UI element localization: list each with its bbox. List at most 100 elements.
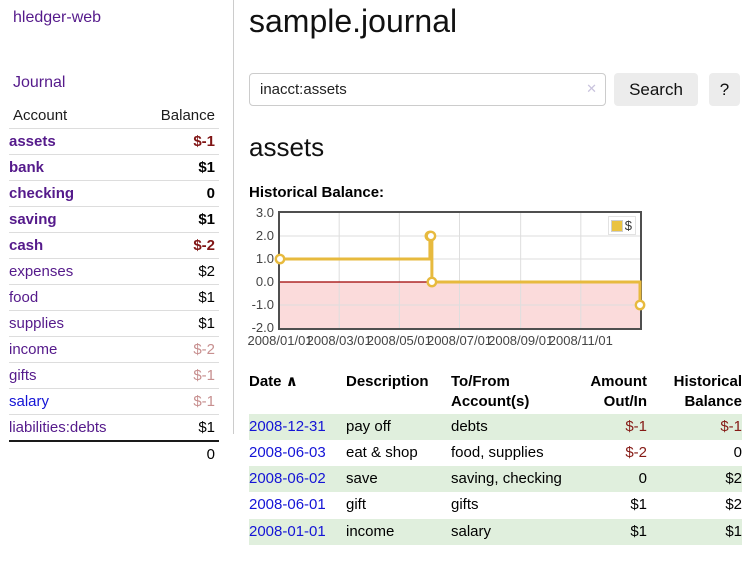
search-box: ✕ <box>249 73 606 106</box>
transaction-description: save <box>346 466 451 493</box>
account-row: liabilities:debts $1 <box>9 414 219 441</box>
transaction-accounts: debts <box>451 413 573 440</box>
account-row: saving $1 <box>9 206 219 233</box>
date-link[interactable]: 2008-12-31 <box>249 417 326 435</box>
accounts-column-header: To/From Account(s) <box>451 373 530 410</box>
register-header-row: Date ∧ Description To/From Account(s) Amo… <box>249 370 742 414</box>
x-axis-tick-label: 2008/09/01 <box>488 333 554 348</box>
account-balance: $1 <box>140 284 219 311</box>
account-link[interactable]: expenses <box>9 263 74 280</box>
transaction-balance: $1 <box>647 518 742 545</box>
sort-ascending-icon[interactable]: ∧ <box>285 373 298 390</box>
account-balance: $-2 <box>140 232 219 259</box>
account-column-header: Account <box>13 107 68 124</box>
transaction-amount: 0 <box>573 466 647 493</box>
chart-canvas <box>274 213 646 328</box>
historical-balance-chart: 3.0 2.0 1.0 0.0 -1.0 -2.0 $ 2008/01/01 2008/03… <box>247 206 742 349</box>
account-row: gifts $-1 <box>9 362 219 389</box>
sidebar-item-journal[interactable]: Journal <box>13 74 66 91</box>
legend-swatch-icon <box>610 219 623 232</box>
account-balance: $1 <box>140 414 219 441</box>
transaction-balance: $2 <box>647 466 742 493</box>
total-balance: 0 <box>140 440 219 467</box>
account-link[interactable]: saving <box>9 211 57 228</box>
x-axis-tick-label: 2008/11/01 <box>548 333 613 348</box>
account-link[interactable]: income <box>9 341 58 358</box>
transaction-balance: $2 <box>725 496 742 514</box>
search-form: ✕ Search ? <box>249 73 742 106</box>
account-row: supplies $1 <box>9 310 219 337</box>
transaction-accounts: saving, checking <box>451 466 573 493</box>
transaction-accounts: food, supplies <box>451 443 544 461</box>
chart-x-axis-labels: 2008/01/01 2008/03/01 2008/05/01 2008/07/01… <box>247 330 742 349</box>
help-button[interactable]: ? <box>709 73 740 106</box>
account-balance: $1 <box>140 206 219 233</box>
clear-search-icon[interactable]: ✕ <box>586 81 597 96</box>
balance-column-header-register: Historical Balance <box>673 373 742 410</box>
app-title-link[interactable]: hledger-web <box>13 9 102 26</box>
balance-column-header: Balance <box>160 107 215 124</box>
main-content: sample.journal ✕ Search ? assets Histori… <box>247 0 742 545</box>
account-link[interactable]: assets <box>9 133 56 150</box>
chart-y-axis-labels: 3.0 2.0 1.0 0.0 -1.0 -2.0 <box>249 206 278 335</box>
account-balance: $1 <box>140 154 219 181</box>
account-row: cash $-2 <box>9 232 219 259</box>
account-balance: $-2 <box>140 336 219 363</box>
account-balance: $-1 <box>140 362 219 389</box>
account-balance: 0 <box>140 180 219 207</box>
account-link[interactable]: checking <box>9 185 75 202</box>
description-column-header: Description <box>346 373 429 390</box>
y-axis-tick-label: -1.0 <box>251 297 274 312</box>
transaction-description: income <box>346 518 451 545</box>
account-row: bank $1 <box>9 154 219 181</box>
account-row: salary $-1 <box>9 388 219 415</box>
account-row: assets $-1 <box>9 128 219 155</box>
account-link[interactable]: gifts <box>9 367 37 384</box>
date-link[interactable]: 2008-01-01 <box>249 522 326 540</box>
chart-legend: $ <box>607 216 636 235</box>
accounts-table-header: Account Balance <box>9 103 219 129</box>
y-axis-tick-label: 3.0 <box>255 205 274 220</box>
total-row: 0 <box>9 440 219 467</box>
transaction-row: 2008-06-01 gift gifts $1 $2 <box>249 492 742 518</box>
account-link[interactable]: liabilities:debts <box>9 419 107 436</box>
account-row: food $1 <box>9 284 219 311</box>
account-link[interactable]: salary <box>9 393 50 410</box>
account-link[interactable]: food <box>9 289 39 306</box>
page-title: sample.journal <box>249 3 458 39</box>
transaction-amount: $-2 <box>625 443 647 461</box>
date-column-header[interactable]: Date ∧ <box>249 373 298 390</box>
transaction-row: 2008-12-31 pay off debts $-1 $-1 <box>249 413 742 440</box>
accounts-balance-table: Account Balance assets $-1 bank $1 checking 0… <box>9 103 219 467</box>
transaction-row: 2008-06-02 save saving, checking 0 $2 <box>249 466 742 493</box>
x-axis-tick-label: 2008/01/01 <box>247 333 313 348</box>
account-link[interactable]: supplies <box>9 315 65 332</box>
account-heading: assets <box>249 132 325 162</box>
account-balance: $-1 <box>140 388 219 415</box>
account-balance: $-1 <box>140 128 219 155</box>
search-button[interactable]: Search <box>614 73 698 106</box>
date-link[interactable]: 2008-06-02 <box>249 470 326 488</box>
account-link[interactable]: bank <box>9 159 45 176</box>
account-balance: $1 <box>140 310 219 337</box>
x-axis-tick-label: 2008/03/01 <box>306 333 372 348</box>
account-row: income $-2 <box>9 336 219 363</box>
transaction-row: 2008-06-03 eat & shop food, supplies $-2 0 <box>249 440 742 466</box>
account-row: expenses $2 <box>9 258 219 285</box>
account-link[interactable]: cash <box>9 237 44 254</box>
transaction-amount: $1 <box>630 496 647 514</box>
sidebar: hledger-web Journal Account Balance asse… <box>0 0 234 467</box>
search-input[interactable] <box>249 73 606 106</box>
transaction-amount: $-1 <box>573 413 647 440</box>
y-axis-tick-label: 1.0 <box>255 251 274 266</box>
legend-label: $ <box>624 218 632 233</box>
x-axis-tick-label: 2008/07/01 <box>426 333 493 348</box>
transaction-description: gift <box>346 496 367 514</box>
register-table: Date ∧ Description To/From Account(s) Amo… <box>249 370 742 545</box>
date-link[interactable]: 2008-06-01 <box>249 496 326 514</box>
transaction-accounts: gifts <box>451 496 479 514</box>
account-balance: $2 <box>140 258 219 285</box>
date-link[interactable]: 2008-06-03 <box>249 443 326 461</box>
transaction-description: pay off <box>346 413 451 440</box>
account-row: checking 0 <box>9 180 219 207</box>
